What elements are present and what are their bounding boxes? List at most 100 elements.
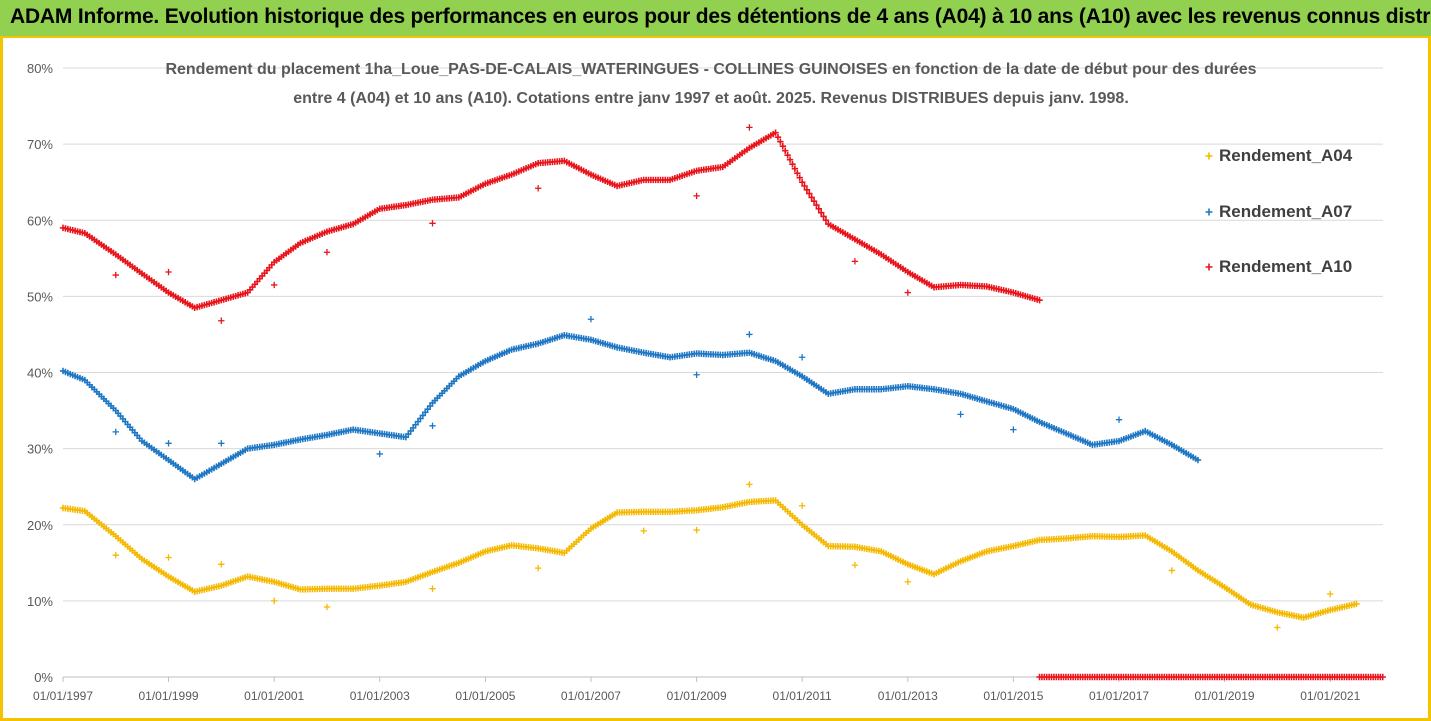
outlier-point: [165, 440, 172, 447]
outlier-point: [851, 258, 859, 265]
chart-frame: [0, 38, 1431, 721]
legend: Rendement_A04 Rendement_A07 Rendement_A1…: [1205, 146, 1353, 276]
outlier-point: [429, 422, 436, 429]
data-point: [822, 217, 830, 224]
data-point: [796, 174, 803, 181]
outlier-point: [165, 554, 172, 561]
outlier-point: [218, 317, 225, 324]
outlier-point: [904, 289, 912, 296]
y-tick-label: 10%: [27, 594, 53, 609]
y-tick-label: 70%: [27, 137, 53, 152]
chart-subtitle-line2: entre 4 (A04) et 10 ans (A10). Cotations…: [293, 90, 1129, 107]
x-tick-label: 01/01/2009: [667, 689, 727, 703]
y-tick-label: 50%: [27, 289, 53, 304]
outlier-point: [746, 331, 753, 338]
data-point: [782, 147, 789, 154]
outlier-point: [693, 526, 700, 534]
x-axis-ticks: 01/01/1997 01/01/1999 01/01/2001 01/01/2003…: [33, 677, 1361, 703]
outlier-point: [746, 481, 753, 488]
x-tick-label: 01/01/1999: [138, 689, 198, 703]
data-point: [798, 178, 806, 186]
series-rendement-a04: [59, 481, 1360, 631]
outlier-point: [587, 316, 595, 323]
data-point: [774, 134, 782, 141]
x-tick-label: 01/01/2017: [1089, 689, 1149, 703]
outlier-point: [323, 603, 331, 611]
x-tick-label: 01/01/2011: [773, 689, 832, 703]
x-tick-label: 01/01/2001: [244, 689, 304, 703]
outlier-point: [957, 411, 964, 418]
outlier-point: [112, 428, 119, 436]
x-tick-label: 01/01/2003: [350, 689, 410, 703]
outlier-point: [798, 502, 806, 509]
data-point: [808, 194, 815, 201]
outlier-point: [271, 281, 278, 289]
x-tick-label: 01/01/2007: [561, 689, 621, 703]
outlier-point: [1327, 590, 1334, 598]
legend-label-a07: Rendement_A07: [1219, 202, 1352, 221]
y-tick-label: 0%: [34, 670, 53, 685]
outlier-point: [851, 561, 859, 569]
data-point: [794, 169, 801, 177]
legend-label-a10: Rendement_A10: [1219, 257, 1352, 276]
outlier-point: [218, 440, 225, 447]
outlier-point: [693, 371, 700, 378]
outlier-point: [429, 585, 436, 592]
performance-chart: 0%10%20%30%40%50%60%70%80% 01/01/1997 01/…: [27, 61, 1386, 703]
data-point: [772, 129, 779, 136]
y-tick-label: 30%: [27, 442, 53, 457]
data-point: [1036, 296, 1043, 304]
outlier-point: [640, 527, 647, 535]
series-rendement-a07: [59, 316, 1202, 483]
y-tick-label: 20%: [27, 518, 53, 533]
data-point: [810, 198, 818, 205]
data-point: [789, 160, 796, 168]
y-tick-label: 80%: [27, 61, 53, 76]
outlier-point: [218, 561, 225, 568]
outlier-point: [112, 552, 119, 559]
legend-label-a04: Rendement_A04: [1219, 146, 1353, 165]
outlier-point: [746, 124, 753, 131]
data-point: [1353, 600, 1360, 608]
report-title: ADAM Informe. Evolution historique des p…: [10, 5, 1431, 28]
series-layer: [59, 124, 1386, 681]
data-point: [803, 186, 811, 193]
y-axis-ticks: 0% 10% 20% 30% 40% 50% 60% 70% 80%: [27, 61, 53, 685]
x-tick-label: 01/01/2015: [983, 689, 1043, 703]
outlier-point: [323, 249, 331, 256]
outlier-point: [693, 192, 700, 200]
outlier-point: [904, 578, 912, 586]
outlier-point: [534, 185, 542, 192]
outlier-point: [429, 220, 436, 227]
x-tick-label: 01/01/2005: [455, 689, 515, 703]
data-point: [815, 205, 822, 213]
legend-marker-rendement-a07: [1205, 208, 1213, 216]
data-point: [791, 165, 799, 172]
outlier-point: [1115, 416, 1123, 423]
legend-marker-rendement-a10: [1205, 263, 1213, 271]
data-point: [801, 182, 808, 190]
outlier-point: [376, 450, 383, 458]
data-point: [1194, 456, 1202, 464]
data-point: [777, 138, 784, 145]
title-banner: ADAM Informe. Evolution historique des p…: [0, 0, 1431, 38]
y-tick-label: 40%: [27, 366, 53, 381]
data-point: [784, 151, 791, 159]
series-rendement-a10: [59, 124, 1386, 681]
outlier-point: [112, 271, 119, 279]
y-tick-label: 60%: [27, 213, 53, 228]
data-point: [786, 156, 794, 163]
data-point: [820, 213, 827, 220]
data-point: [779, 143, 787, 150]
data-point: [813, 201, 820, 209]
outlier-point: [165, 268, 172, 276]
data-point: [806, 190, 813, 197]
outlier-point: [1168, 567, 1175, 574]
x-tick-label: 01/01/2021: [1300, 689, 1360, 703]
x-tick-label: 01/01/2013: [878, 689, 938, 703]
x-tick-label: 01/01/1997: [33, 689, 93, 703]
outlier-point: [271, 597, 278, 605]
zero-point: [1379, 673, 1386, 681]
gridlines: [63, 67, 1383, 602]
outlier-point: [798, 354, 806, 361]
